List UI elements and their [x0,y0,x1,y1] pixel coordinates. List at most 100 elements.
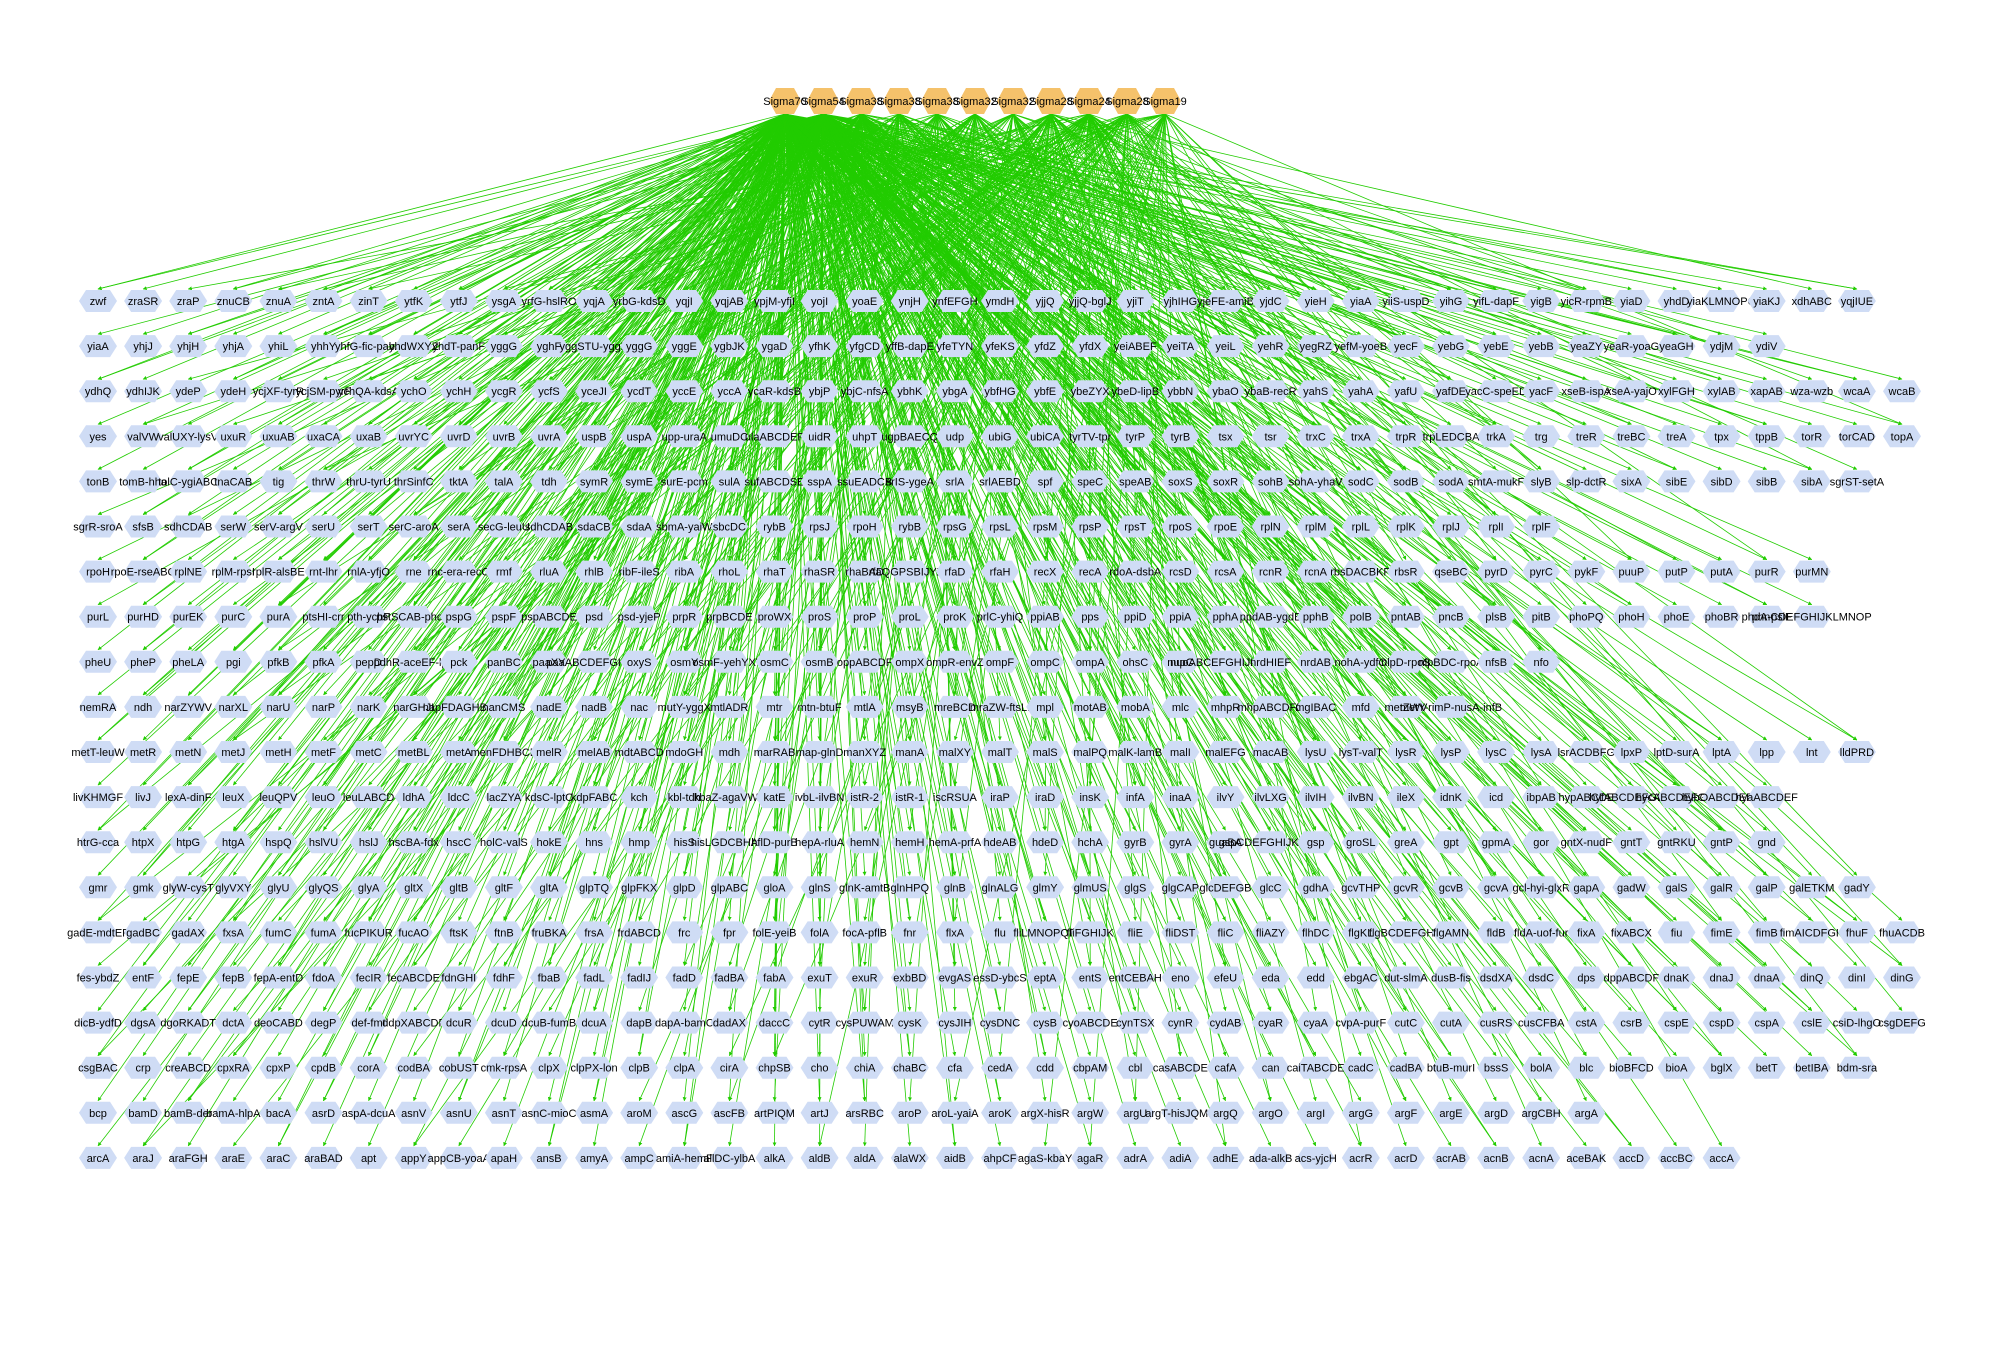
gene-node[interactable]: ytfK [394,290,433,312]
gene-node[interactable]: gcvR [1386,876,1425,899]
gene-node[interactable]: yqjAB [710,290,749,312]
gene-node[interactable]: ygaD [755,335,794,358]
gene-node[interactable]: fumA [304,921,343,944]
gene-node[interactable]: gltA [530,876,568,899]
gene-node[interactable]: metN [169,741,208,763]
gene-node[interactable]: argT-hisJQMP [1145,1101,1216,1124]
gene-node[interactable]: asnT [484,1101,523,1124]
gene-node[interactable]: ilvIH [1296,786,1335,809]
gene-node[interactable]: gltX [394,876,433,899]
gene-node[interactable]: ompC [1026,650,1065,673]
gene-node[interactable]: narU [259,695,298,718]
gene-node[interactable]: inaA [1161,786,1200,809]
gene-node[interactable]: proS [800,605,839,628]
gene-node[interactable]: uvrA [530,425,568,448]
gene-node[interactable]: ompX [890,650,929,673]
gene-node[interactable]: htrG-cca [77,831,120,854]
gene-node[interactable]: surE-pcm [661,470,708,493]
gene-node[interactable]: cadBA [1386,1056,1425,1079]
gene-node[interactable]: araE [214,1146,253,1169]
gene-node[interactable]: lysU [1296,741,1335,763]
gene-node[interactable]: apaH [484,1146,523,1169]
gene-node[interactable]: sulA [710,470,749,493]
gene-node[interactable]: cbpAM [1071,1056,1110,1079]
gene-node[interactable]: pykF [1567,560,1606,583]
gene-node[interactable]: prlC-yhiQ [977,605,1024,628]
gene-node[interactable]: gor [1522,831,1561,854]
gene-node[interactable]: yccE [665,380,704,403]
gene-node[interactable]: yqjIUE [1837,290,1876,312]
gene-node[interactable]: yehR [1251,335,1290,358]
gene-node[interactable]: tomB-hha [119,470,168,493]
gene-node[interactable]: fdhF [484,966,523,989]
gene-node[interactable]: aroP [890,1101,929,1124]
gene-node[interactable]: lysT-valT [1339,741,1383,763]
gene-node[interactable]: argI [1296,1101,1335,1124]
gene-node[interactable]: rpsJ [800,515,839,538]
gene-node[interactable]: purEK [169,605,208,628]
gene-node[interactable]: fixA [1567,921,1606,944]
gene-node[interactable]: ybfE [1026,380,1065,403]
gene-node[interactable]: symE [620,470,659,493]
gene-node[interactable]: rhoL [710,560,749,583]
gene-node[interactable]: fepB [214,966,253,989]
gene-node[interactable]: gsp [1296,831,1335,854]
gene-node[interactable]: lpxP [1612,741,1651,763]
gene-node[interactable]: tsx [1206,425,1245,448]
gene-node[interactable]: fadD [665,966,704,989]
gene-node[interactable]: istR-2 [845,786,884,809]
gene-node[interactable]: yjjQ-bglJ [1069,290,1112,312]
gene-node[interactable]: gmk [124,876,163,899]
sigma-node[interactable]: Sigma24 [1067,88,1111,114]
gene-node[interactable]: cslE [1792,1011,1831,1034]
gene-node[interactable]: phoPQ [1567,605,1606,628]
gene-node[interactable]: proL [890,605,929,628]
gene-node[interactable]: serA [439,515,478,538]
gene-node[interactable]: yeaGH [1657,335,1696,358]
gene-node[interactable]: clpPX-lon [571,1056,618,1079]
gene-node[interactable]: znuCB [214,290,253,312]
gene-node[interactable]: galR [1702,876,1741,899]
gene-node[interactable]: rcnA [1296,560,1335,583]
gene-node[interactable]: istR-1 [890,786,929,809]
gene-node[interactable]: ftsK [439,921,478,944]
gene-node[interactable]: fldB [1477,921,1516,944]
gene-node[interactable]: fimAICDFGH [1780,921,1844,944]
gene-node[interactable]: wcaB [1883,380,1921,403]
gene-node[interactable]: cspD [1702,1011,1741,1034]
gene-node[interactable]: malS [1026,741,1065,763]
gene-node[interactable]: yojI [800,290,839,312]
gene-node[interactable]: argG [1341,1101,1380,1124]
gene-node[interactable]: melAB [575,741,614,763]
gene-node[interactable]: glpABC [710,876,749,899]
gene-node[interactable]: recA [1071,560,1110,583]
gene-node[interactable]: ascG [665,1101,704,1124]
gene-node[interactable]: ybbN [1161,380,1200,403]
gene-node[interactable]: fhuF [1837,921,1876,944]
gene-node[interactable]: lysA [1522,741,1561,763]
gene-node[interactable]: valUXY-lysV [158,425,219,448]
gene-node[interactable]: uxaB [349,425,388,448]
gene-node[interactable]: ppiAB [1026,605,1065,628]
gene-node[interactable]: sgrR-sroA [73,515,123,538]
gene-node[interactable]: araJ [124,1146,163,1169]
gene-node[interactable]: ssuEADCB [837,470,892,493]
gene-node[interactable]: malEFG [1205,741,1246,763]
gene-node[interactable]: spf [1026,470,1065,493]
gene-node[interactable]: cusRS [1477,1011,1516,1034]
gene-node[interactable]: greA [1386,831,1425,854]
gene-node[interactable]: zraP [169,290,208,312]
gene-node[interactable]: gadAX [169,921,208,944]
gene-node[interactable]: cadC [1341,1056,1380,1079]
gene-node[interactable]: yfdZ [1026,335,1065,358]
gene-node[interactable]: mobA [1116,695,1155,718]
gene-node[interactable]: rplN [1251,515,1290,538]
gene-node[interactable]: rpoE [1206,515,1245,538]
gene-node[interactable]: purMN [1792,560,1831,583]
gene-node[interactable]: serU [304,515,343,538]
gene-node[interactable]: hemH [890,831,929,854]
gene-node[interactable]: topA [1883,425,1921,448]
gene-node[interactable]: yhiL [259,335,298,358]
gene-node[interactable]: symR [575,470,614,493]
sigma-node[interactable]: Sigma70 [763,88,807,114]
